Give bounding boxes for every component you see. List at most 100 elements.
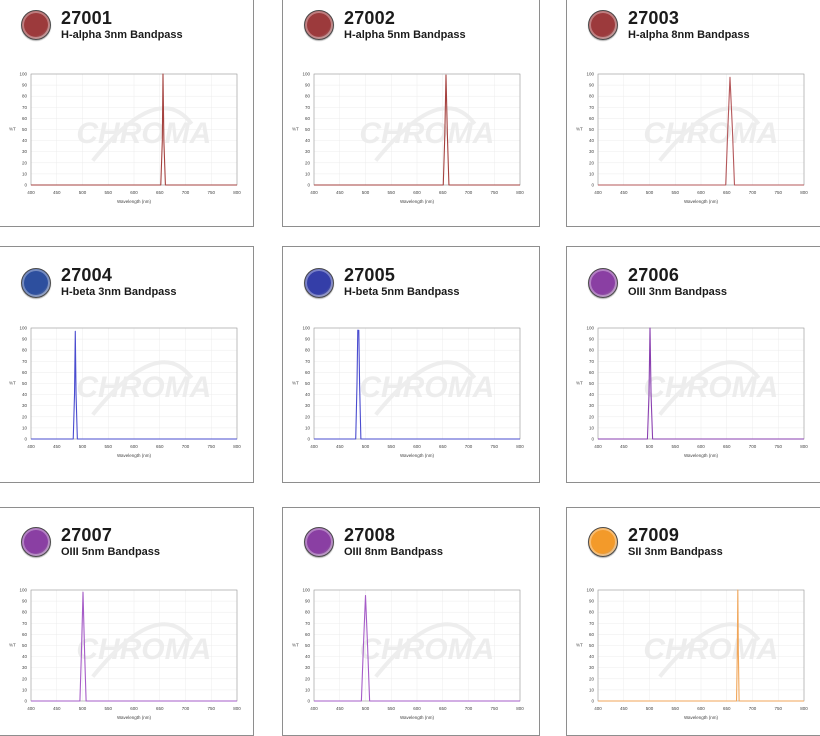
y-tick-label: 10: [589, 171, 595, 176]
x-tick-label: 400: [310, 706, 318, 711]
y-tick-label: 80: [305, 348, 311, 353]
y-tick-label: 40: [22, 138, 28, 143]
x-tick-label: 500: [362, 706, 370, 711]
y-tick-label: 30: [22, 149, 28, 154]
y-tick-label: 40: [305, 138, 311, 143]
y-tick-label: 0: [591, 437, 594, 442]
transmission-curve: [598, 327, 804, 440]
y-tick-label: 50: [22, 381, 28, 386]
y-tick-label: 80: [589, 348, 595, 353]
y-tick-label: 0: [307, 699, 310, 704]
x-tick-label: 700: [749, 190, 757, 195]
y-tick-label: 30: [305, 665, 311, 670]
x-axis-label: Wavelength (nm): [117, 199, 152, 204]
x-tick-label: 500: [646, 444, 654, 449]
y-tick-label: 10: [305, 171, 311, 176]
x-tick-label: 650: [156, 444, 164, 449]
filter-card-27005: 27005 H-beta 5nm Bandpass CHROMA 0 10 20 30 40 5…: [282, 246, 540, 483]
y-tick-label: 90: [589, 337, 595, 342]
y-axis-label: %T: [576, 381, 583, 386]
y-tick-label: 30: [589, 403, 595, 408]
transmission-curve: [314, 74, 520, 186]
transmission-curve: [598, 76, 804, 186]
y-tick-label: 50: [589, 381, 595, 386]
y-tick-label: 100: [586, 72, 594, 77]
y-tick-label: 80: [305, 610, 311, 615]
x-tick-label: 750: [774, 444, 782, 449]
y-tick-label: 100: [19, 326, 27, 331]
y-tick-label: 80: [305, 94, 311, 99]
y-axis-label: %T: [576, 127, 583, 132]
x-tick-label: 700: [465, 190, 473, 195]
filter-color-swatch: [304, 527, 334, 557]
y-tick-label: 20: [305, 160, 311, 165]
x-tick-label: 400: [594, 706, 602, 711]
y-tick-label: 0: [24, 183, 27, 188]
y-tick-label: 20: [589, 160, 595, 165]
y-tick-label: 60: [305, 116, 311, 121]
x-axis-label: Wavelength (nm): [400, 199, 435, 204]
x-tick-label: 800: [800, 706, 808, 711]
y-tick-label: 100: [586, 326, 594, 331]
x-tick-label: 800: [233, 444, 241, 449]
x-tick-label: 700: [749, 444, 757, 449]
x-tick-label: 600: [697, 444, 705, 449]
x-tick-label: 650: [723, 444, 731, 449]
filter-color-swatch: [21, 527, 51, 557]
x-axis-label: Wavelength (nm): [400, 453, 435, 458]
y-tick-label: 30: [589, 665, 595, 670]
x-tick-label: 800: [516, 706, 524, 711]
y-tick-label: 90: [305, 599, 311, 604]
x-tick-label: 800: [233, 190, 241, 195]
y-tick-label: 100: [302, 588, 310, 593]
filter-card-27006: 27006 OIII 3nm Bandpass CHROMA 0 10 20 30 40 50 6…: [566, 246, 820, 483]
y-axis-label: %T: [292, 643, 299, 648]
filter-name: OIII 5nm Bandpass: [61, 546, 161, 558]
y-tick-label: 40: [22, 654, 28, 659]
y-tick-label: 100: [19, 72, 27, 77]
filter-code: 27003: [628, 8, 680, 28]
watermark-swoosh: [658, 106, 761, 162]
x-tick-label: 800: [516, 190, 524, 195]
x-tick-label: 700: [465, 444, 473, 449]
y-tick-label: 60: [22, 370, 28, 375]
watermark-swoosh: [374, 360, 477, 416]
y-tick-label: 20: [22, 676, 28, 681]
x-tick-label: 750: [774, 190, 782, 195]
x-tick-label: 450: [620, 190, 628, 195]
x-tick-label: 450: [336, 190, 344, 195]
transmission-curve: [31, 73, 237, 186]
x-tick-label: 650: [439, 444, 447, 449]
filter-color-swatch: [304, 268, 334, 298]
y-tick-label: 80: [22, 94, 28, 99]
x-tick-label: 550: [104, 444, 112, 449]
y-tick-label: 40: [589, 138, 595, 143]
filter-color-swatch: [304, 10, 334, 40]
x-tick-label: 650: [439, 706, 447, 711]
x-tick-label: 600: [413, 190, 421, 195]
filter-code: 27005: [344, 265, 396, 285]
y-tick-label: 90: [22, 599, 28, 604]
filter-name: OIII 3nm Bandpass: [628, 286, 728, 298]
x-tick-label: 700: [182, 190, 190, 195]
y-tick-label: 50: [305, 127, 311, 132]
filter-card-27001: 27001 H-alpha 3nm Bandpass CHROMA 0 10 20 30 40…: [0, 0, 254, 227]
filter-color-swatch: [588, 10, 618, 40]
filter-code: 27004: [61, 265, 113, 285]
x-tick-label: 800: [516, 444, 524, 449]
x-tick-label: 450: [620, 706, 628, 711]
filter-code: 27008: [344, 525, 396, 545]
y-tick-label: 40: [305, 654, 311, 659]
x-tick-label: 600: [413, 706, 421, 711]
filter-name: H-alpha 8nm Bandpass: [628, 29, 750, 41]
watermark-swoosh: [374, 106, 477, 162]
y-tick-label: 90: [22, 83, 28, 88]
filter-code: 27002: [344, 8, 396, 28]
x-tick-label: 500: [646, 190, 654, 195]
filter-name: H-alpha 3nm Bandpass: [61, 29, 183, 41]
x-tick-label: 500: [646, 706, 654, 711]
x-tick-label: 500: [79, 444, 87, 449]
x-tick-label: 600: [697, 190, 705, 195]
y-tick-label: 50: [22, 643, 28, 648]
